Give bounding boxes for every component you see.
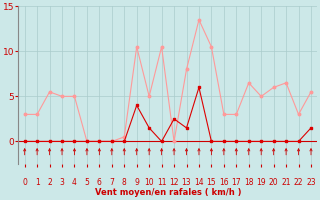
X-axis label: Vent moyen/en rafales ( km/h ): Vent moyen/en rafales ( km/h )	[95, 188, 241, 197]
